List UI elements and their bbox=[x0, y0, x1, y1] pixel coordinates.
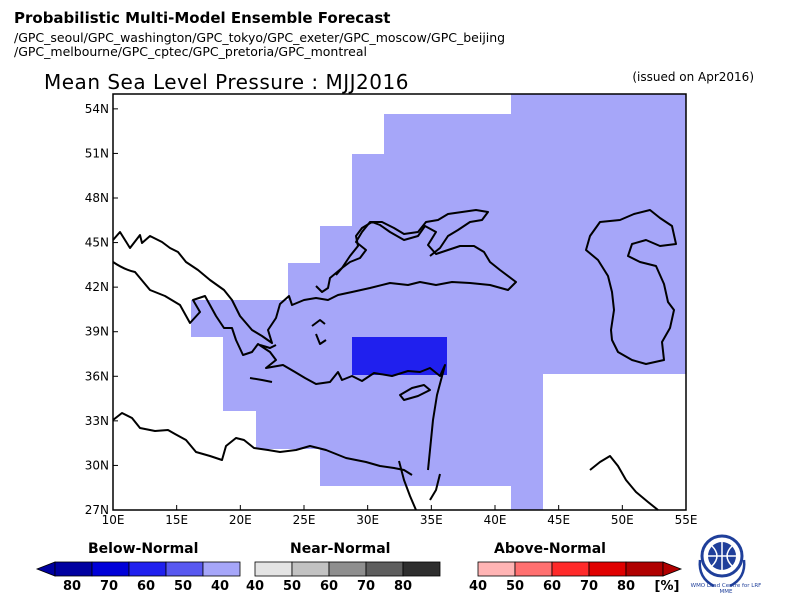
map-title: Mean Sea Level Pressure : MJJ2016 bbox=[44, 70, 409, 94]
map-frame bbox=[112, 93, 687, 511]
x-tick-label: 25E bbox=[293, 513, 316, 527]
legend-above-label: 80 bbox=[616, 579, 636, 594]
x-tick-label: 15E bbox=[165, 513, 188, 527]
legend-below-label: 70 bbox=[99, 579, 119, 594]
probability-shading bbox=[191, 94, 686, 510]
x-tick-label: 35E bbox=[420, 513, 443, 527]
map-border bbox=[112, 93, 687, 511]
legend-above-arrow bbox=[662, 561, 683, 577]
issued-date: (issued on Apr2016) bbox=[632, 70, 754, 84]
logo-caption: WMO Lead Centre for LRF MME bbox=[690, 583, 762, 595]
x-tick-label: 30E bbox=[356, 513, 379, 527]
page-title: Probabilistic Multi-Model Ensemble Forec… bbox=[14, 9, 391, 27]
legend-below-label: 80 bbox=[62, 579, 82, 594]
legend-above-label: 40 bbox=[468, 579, 488, 594]
map-axis-labels: 10E 15E 20E 25E 30E 35E 40E 45E 50E 55E 27N 30N 33N 3… bbox=[85, 102, 698, 527]
legend-near-swatch bbox=[402, 561, 441, 577]
x-tick-label: 20E bbox=[229, 513, 252, 527]
legend-near-swatch bbox=[328, 561, 367, 577]
y-tick-label: 36N bbox=[85, 369, 109, 383]
wmo-logo-icon bbox=[698, 534, 746, 588]
below-normal-40-50-region bbox=[191, 94, 686, 510]
legend-near-label: 50 bbox=[282, 579, 302, 594]
legend-above-swatch bbox=[514, 561, 553, 577]
legend-above-swatch bbox=[588, 561, 627, 577]
legend-near-label: 60 bbox=[319, 579, 339, 594]
below-normal-50-60-region bbox=[352, 337, 447, 375]
legend-below-label: 40 bbox=[210, 579, 230, 594]
y-tick-label: 45N bbox=[85, 236, 109, 250]
legend-below-swatch bbox=[128, 561, 167, 577]
x-tick-label: 45E bbox=[547, 513, 570, 527]
y-tick-label: 27N bbox=[85, 503, 109, 517]
legend-above-label: 50 bbox=[505, 579, 525, 594]
legend-near-swatch bbox=[254, 561, 293, 577]
legend-near-label: 70 bbox=[356, 579, 376, 594]
legend-above-swatch bbox=[551, 561, 590, 577]
legend-below-label: 60 bbox=[136, 579, 156, 594]
y-tick-label: 54N bbox=[85, 102, 109, 116]
legend-near-label: 40 bbox=[245, 579, 265, 594]
legend-below-label: 50 bbox=[173, 579, 193, 594]
legend-below-swatch bbox=[54, 561, 93, 577]
x-tick-label: 50E bbox=[611, 513, 634, 527]
x-tick-label: 40E bbox=[484, 513, 507, 527]
y-tick-label: 51N bbox=[85, 146, 109, 160]
y-tick-label: 39N bbox=[85, 325, 109, 339]
legend-above-swatch bbox=[625, 561, 664, 577]
legend-near-swatch bbox=[365, 561, 404, 577]
y-tick-label: 33N bbox=[85, 414, 109, 428]
legend-below-normal-title: Below-Normal bbox=[88, 541, 199, 557]
legend-below-swatch bbox=[91, 561, 130, 577]
x-tick-label: 10E bbox=[102, 513, 125, 527]
coastlines bbox=[112, 209, 677, 511]
legend-above-label: 60 bbox=[542, 579, 562, 594]
legend-above-label: 70 bbox=[579, 579, 599, 594]
legend-unit-label: [%] bbox=[654, 579, 680, 594]
y-tick-label: 30N bbox=[85, 458, 109, 472]
probability-legend bbox=[35, 561, 683, 577]
legend-below-swatch bbox=[202, 561, 241, 577]
legend-near-swatch bbox=[291, 561, 330, 577]
legend-near-label: 80 bbox=[393, 579, 413, 594]
legend-below-swatch bbox=[165, 561, 204, 577]
y-tick-label: 42N bbox=[85, 280, 109, 294]
x-tick-label: 55E bbox=[675, 513, 698, 527]
legend-above-normal-title: Above-Normal bbox=[494, 541, 606, 557]
legend-near-normal-title: Near-Normal bbox=[290, 541, 391, 557]
y-tick-label: 48N bbox=[85, 191, 109, 205]
legend-below-arrow bbox=[35, 561, 56, 577]
gpc-list-line-2: /GPC_melbourne/GPC_cptec/GPC_pretoria/GP… bbox=[14, 44, 367, 59]
gpc-list-line-1: /GPC_seoul/GPC_washington/GPC_tokyo/GPC_… bbox=[14, 30, 506, 45]
legend-above-swatch bbox=[477, 561, 516, 577]
